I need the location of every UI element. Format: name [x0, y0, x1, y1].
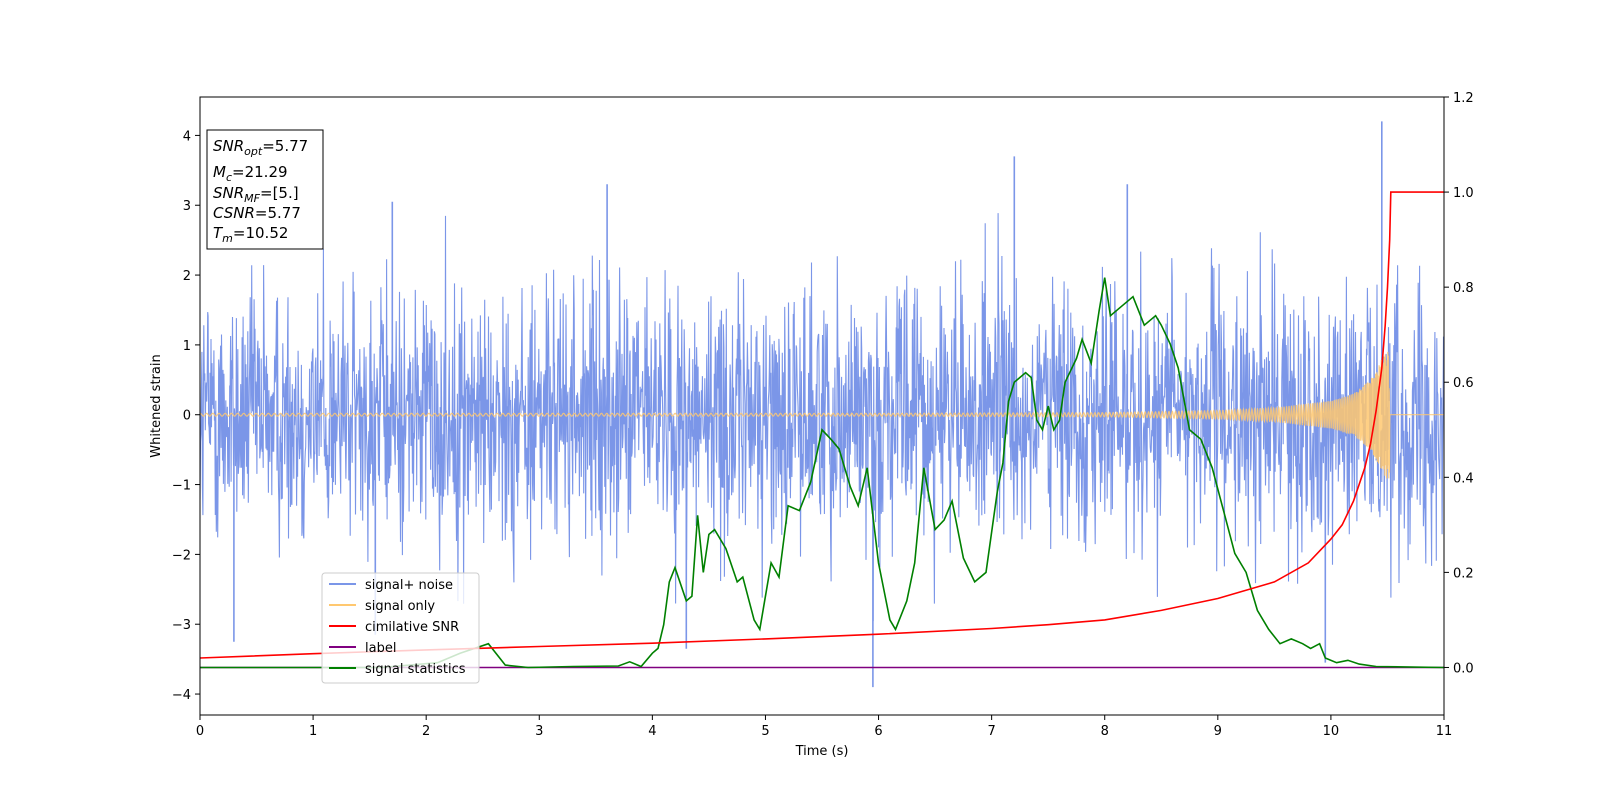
- legend-label-signal-noise: signal+ noise: [365, 578, 453, 593]
- y2-tick-label: 0.4: [1453, 471, 1474, 486]
- legend-frame: [321, 572, 480, 684]
- info-snr-mf: SNRMF=[5.]: [213, 184, 299, 205]
- x-tick-label: 4: [648, 724, 656, 739]
- x-tick-label: 3: [535, 724, 543, 739]
- x-tick-label: 1: [309, 724, 317, 739]
- series-signal-statistics: [200, 277, 1444, 669]
- y-tick-label: −3: [172, 618, 191, 633]
- info-box-frame: [206, 129, 324, 250]
- x-tick-label: 10: [1323, 724, 1340, 739]
- info-snr-opt: SNRopt=5.77: [213, 137, 308, 158]
- y-tick-label: 2: [183, 269, 191, 284]
- plot-frame: [199, 96, 1445, 716]
- legend: signal+ noise signal only cimilative SNR…: [321, 572, 480, 684]
- x-tick-label: 7: [987, 724, 995, 739]
- y-tick-label: 3: [183, 199, 191, 214]
- x-tick-label: 2: [422, 724, 430, 739]
- info-csnr: CSNR=5.77: [213, 204, 301, 222]
- x-tick-label: 0: [196, 724, 204, 739]
- y-tick-label: −2: [172, 548, 191, 563]
- x-axis-label: Time (s): [795, 744, 849, 759]
- series-signal-noise: [200, 213, 1444, 622]
- y-tick-label: 1: [183, 339, 191, 354]
- y2-tick-label: 0.8: [1453, 281, 1474, 296]
- legend-label-signal-only: signal only: [365, 599, 435, 614]
- axes-layer: 0 1 2 3 4 5 6 7 8 9 10 11 −4 −3 −2 −1 0 1 2 3 4 0.0 0.2 0.4 0.6 0…: [172, 91, 1474, 739]
- x-tick-label: 6: [874, 724, 882, 739]
- y2-tick-label: 1.0: [1453, 186, 1474, 201]
- x-tick-label: 8: [1101, 724, 1109, 739]
- legend-label-cumulative-snr: cimilative SNR: [365, 620, 459, 635]
- series-cumulative-snr: [200, 191, 1444, 659]
- info-box: SNRopt=5.77 Mc=21.29 SNRMF=[5.] CSNR=5.7…: [206, 129, 324, 250]
- y-tick-label: −1: [172, 479, 191, 494]
- x-tick-label: 11: [1436, 724, 1453, 739]
- y2-tick-label: 1.2: [1453, 91, 1474, 106]
- y-tick-label: 0: [183, 409, 191, 424]
- y-axis-label: Whitened strain: [149, 354, 164, 457]
- y-tick-label: −4: [172, 688, 191, 703]
- y2-tick-label: 0.0: [1453, 661, 1474, 676]
- y2-tick-label: 0.6: [1453, 376, 1474, 391]
- y2-tick-label: 0.2: [1453, 566, 1474, 581]
- y-tick-label: 4: [183, 129, 191, 144]
- x-tick-label: 5: [761, 724, 769, 739]
- info-tm: Tm=10.52: [213, 224, 288, 245]
- x-tick-label: 9: [1214, 724, 1222, 739]
- legend-label-label: label: [365, 641, 396, 656]
- series-signal-only: [200, 351, 1444, 479]
- legend-label-signal-statistics: signal statistics: [365, 662, 466, 677]
- series-signal-noise-spikes: [233, 121, 1383, 688]
- info-mc: Mc=21.29: [213, 163, 288, 184]
